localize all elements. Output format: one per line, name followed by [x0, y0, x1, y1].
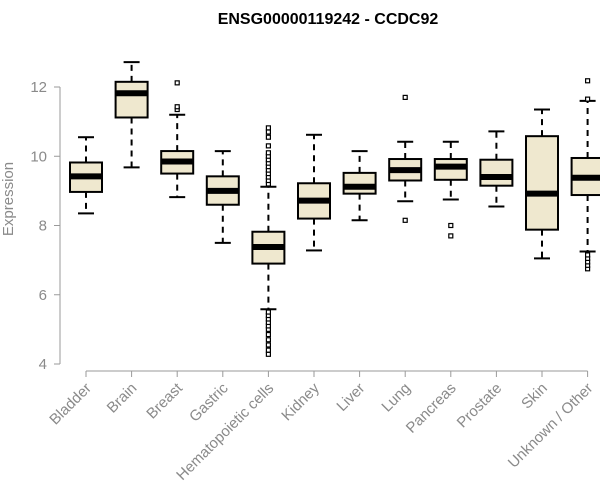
outlier-point	[265, 331, 271, 338]
box-unknown-other	[570, 78, 600, 272]
x-tick-label: Kidney	[278, 379, 323, 424]
box-brain	[114, 61, 149, 169]
outlier-point	[265, 351, 271, 357]
outlier-point	[448, 233, 454, 239]
box-lung	[388, 94, 423, 223]
outlier-point	[265, 143, 271, 149]
box-hematopoietic-cells	[251, 125, 286, 357]
plot-area	[69, 61, 600, 357]
x-tick-label: Pancreas	[403, 380, 460, 437]
iqr-box	[525, 135, 559, 231]
box-liver	[342, 150, 377, 222]
x-tick-label: Bladder	[46, 380, 95, 429]
box-skin	[525, 108, 559, 260]
outlier-point	[265, 342, 271, 348]
box-kidney	[297, 133, 331, 252]
outlier-point	[584, 78, 591, 84]
iqr-box	[479, 158, 514, 187]
x-tick-label: Skin	[518, 380, 551, 413]
x-tick-label: Gastric	[186, 379, 232, 425]
box-pancreas	[433, 140, 468, 239]
x-tick-label: Breast	[143, 379, 186, 422]
y-axis-label: Expression	[0, 162, 17, 236]
box-bladder	[69, 136, 103, 215]
x-tick-label: Prostate	[454, 380, 506, 432]
outlier-point	[584, 96, 591, 102]
outlier-point	[265, 125, 271, 131]
outlier-point	[265, 134, 271, 140]
iqr-box	[342, 171, 377, 195]
y-tick-label: 4	[39, 356, 47, 373]
chart-title: ENSG00000119242 - CCDC92	[218, 11, 439, 28]
outlier-point	[402, 217, 408, 223]
iqr-box	[114, 80, 149, 119]
outlier-point	[448, 222, 454, 229]
y-tick-label: 10	[30, 148, 47, 165]
box-breast	[160, 80, 195, 199]
outlier-point	[174, 104, 180, 110]
outlier-point	[265, 309, 271, 315]
outlier-point	[402, 94, 408, 100]
y-tick-label: 12	[30, 79, 47, 96]
box-prostate	[479, 130, 514, 208]
outlier-point	[584, 252, 591, 258]
outlier-point	[265, 347, 271, 353]
outlier-point	[265, 129, 271, 135]
x-tick-label: Unknown / Other	[505, 380, 597, 472]
outlier-point	[265, 337, 271, 343]
x-tick-label: Lung	[378, 380, 414, 416]
y-tick-label: 6	[39, 287, 47, 304]
y-tick-label: 8	[39, 218, 47, 235]
x-tick-label: Liver	[333, 380, 368, 415]
outlier-point	[265, 150, 271, 156]
outlier-point	[174, 80, 180, 86]
box-gastric	[205, 150, 240, 244]
x-tick-label: Brain	[104, 380, 141, 417]
